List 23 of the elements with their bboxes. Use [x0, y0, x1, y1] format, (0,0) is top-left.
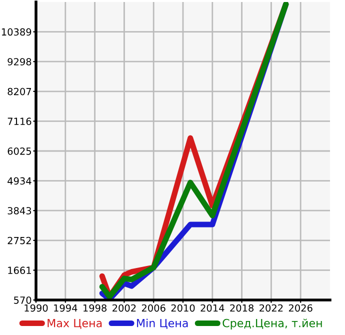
legend-label: Min Цена [137, 318, 188, 329]
x-tick-label: 1990 [24, 304, 48, 312]
x-tick-label: 2014 [200, 304, 224, 312]
y-tick-label: 1661 [8, 266, 31, 274]
x-tick-label: 2002 [112, 304, 136, 312]
y-tick-label: 7116 [8, 118, 32, 126]
y-tick-label: 8207 [8, 88, 31, 96]
x-tick-label: 1994 [54, 304, 78, 312]
x-tick-label: 2006 [142, 304, 166, 312]
legend-label: Max Цена [48, 319, 102, 329]
y-tick-label: 2752 [8, 236, 31, 244]
x-tick-label: 2018 [230, 304, 254, 312]
x-tick-label: 2010 [171, 304, 195, 312]
legend-label: Сред.Цена, т.йен [222, 318, 322, 330]
y-tick-label: 4934 [8, 177, 32, 185]
x-tick-label: 2026 [288, 304, 312, 312]
x-tick-label: 2022 [260, 304, 283, 312]
y-tick-label: 10389 [2, 28, 32, 36]
y-tick-label: 6025 [8, 147, 31, 155]
y-tick-label: 570 [14, 296, 32, 304]
y-tick-label: 3843 [8, 207, 32, 214]
y-tick-label: 9298 [8, 58, 32, 66]
x-tick-label: 1998 [83, 304, 107, 312]
